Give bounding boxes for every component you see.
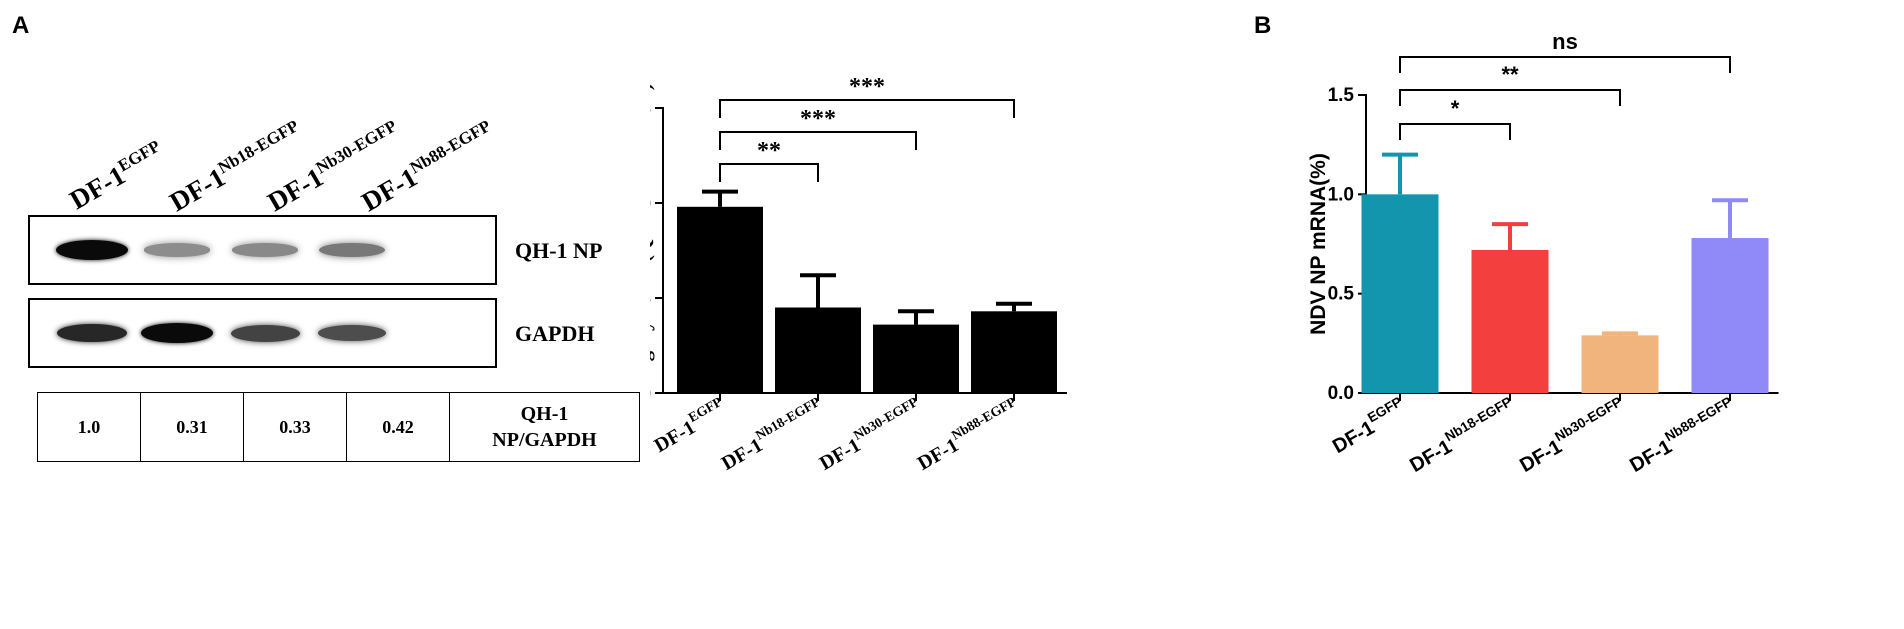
y-tick-label: 1.0	[1328, 184, 1354, 205]
x-tick-label: DF-1Nb18-EGFP	[715, 394, 828, 475]
y-tick-label: 0.0	[1328, 383, 1354, 404]
bar	[775, 307, 861, 393]
x-tick-label: DF-1Nb30-EGFP	[813, 394, 926, 475]
significance-label: **	[757, 138, 781, 164]
ratio-table: 1.0 0.31 0.33 0.42 QH-1 NP/GAPDH	[37, 392, 640, 462]
x-tick-label: DF-1Nb30-EGFP	[1514, 394, 1631, 477]
y-tick-label: 1.5	[1328, 85, 1355, 106]
significance-bracket	[1399, 89, 1621, 106]
significance-bracket	[719, 99, 1015, 118]
significance-bracket	[719, 131, 917, 150]
y-axis-label: NDV NP mRNA(%)	[1307, 153, 1330, 335]
bar	[873, 324, 959, 393]
blot-band	[56, 240, 128, 260]
x-tick-label-sup: Nb18-EGFP	[753, 394, 823, 443]
blot-band	[318, 242, 386, 258]
blot-image-qh1-np	[28, 215, 497, 285]
x-tick-label-sup: EGFP	[686, 394, 725, 425]
blot-band	[232, 243, 298, 257]
blot-label-qh1-np: QH-1 NP	[515, 238, 603, 263]
significance-label: *	[1451, 96, 1460, 121]
bar	[677, 206, 763, 393]
x-tick-label: DF-1Nb88-EGFP	[1624, 394, 1741, 477]
significance-bracket	[719, 163, 819, 182]
ratio-cell: 0.31	[140, 392, 244, 462]
bar	[1691, 238, 1769, 393]
blot-band	[144, 243, 210, 257]
ratio-cell: 1.0	[37, 392, 141, 462]
x-tick-label: DF-1Nb18-EGFP	[1404, 394, 1521, 477]
significance-label: **	[1501, 62, 1519, 87]
panel-label-b: B	[1254, 12, 1272, 39]
y-tick-label: 0.0	[650, 383, 651, 403]
x-tick-label-sup: Nb88-EGFP	[1662, 394, 1734, 444]
significance-label: ns	[1552, 29, 1578, 54]
blot-image-gapdh	[28, 298, 497, 368]
y-tick-label: 0.5	[1328, 284, 1355, 305]
ratio-cell: 0.42	[346, 392, 450, 462]
significance-bracket	[1399, 56, 1731, 73]
blot-band	[230, 324, 300, 342]
significance-label: ***	[800, 106, 836, 132]
ratio-label-line: QH-1	[520, 403, 569, 425]
x-tick-label: DF-1Nb88-EGFP	[911, 394, 1024, 475]
bar	[1361, 194, 1439, 393]
lane-label-egfp: DF-1EGFP	[64, 136, 164, 216]
blot-band	[141, 323, 213, 343]
blot-band	[56, 323, 128, 343]
y-tick-label: 0.5	[650, 288, 651, 308]
bar	[971, 311, 1057, 393]
x-tick-label-sup: Nb30-EGFP	[851, 394, 921, 443]
x-tick-label-sup: Nb30-EGFP	[1552, 394, 1624, 444]
ratio-label-line: NP/GAPDH	[492, 429, 597, 451]
y-axis-label: Mean gray value (QH-1 NP/GAPDH)	[650, 83, 655, 418]
bar	[1471, 249, 1549, 393]
x-tick-label-sup: Nb18-EGFP	[1442, 394, 1514, 444]
blot-label-gapdh: GAPDH	[515, 321, 595, 346]
significance-label: ***	[849, 74, 885, 100]
x-tick-label-sup: EGFP	[1365, 394, 1405, 425]
x-tick-label: DF-1EGFP	[650, 394, 731, 457]
y-tick-label: 1.5	[650, 98, 651, 118]
ratio-cell: 0.33	[243, 392, 347, 462]
ratio-label-cell: QH-1 NP/GAPDH	[449, 392, 640, 462]
chart-a: 0.0 0.5 1.0 1.5Mean gray value (QH-1 NP/GAP…	[650, 74, 1067, 475]
y-tick-label: 1.0	[650, 193, 651, 213]
significance-bracket	[1399, 123, 1511, 140]
bar	[1581, 335, 1659, 393]
blot-band	[317, 324, 387, 342]
panel-label-a: A	[12, 12, 30, 39]
x-tick-label-sup: Nb88-EGFP	[949, 394, 1019, 443]
